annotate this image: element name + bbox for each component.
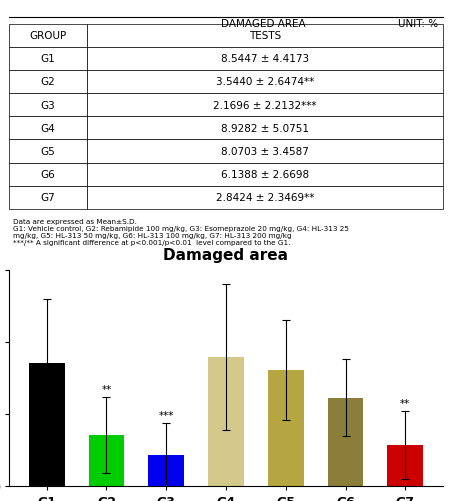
Text: **: ** [101,384,111,394]
Title: Damaged area: Damaged area [163,247,288,262]
Bar [148,455,184,486]
Text: DAMAGED AREA: DAMAGED AREA [220,19,304,29]
Bar [327,398,363,486]
Text: Data are expressed as Mean±S.D.
G1: Vehicle control, G2: Rebamipide 100 mg/kg, G: Data are expressed as Mean±S.D. G1: Vehi… [14,219,349,246]
Text: ***: *** [158,410,174,420]
Text: UNIT: %: UNIT: % [398,19,437,29]
Bar [387,445,422,486]
Bar [267,370,303,486]
Bar [88,435,124,486]
Bar [29,363,64,486]
Bar [207,358,244,486]
Text: **: ** [399,398,410,408]
